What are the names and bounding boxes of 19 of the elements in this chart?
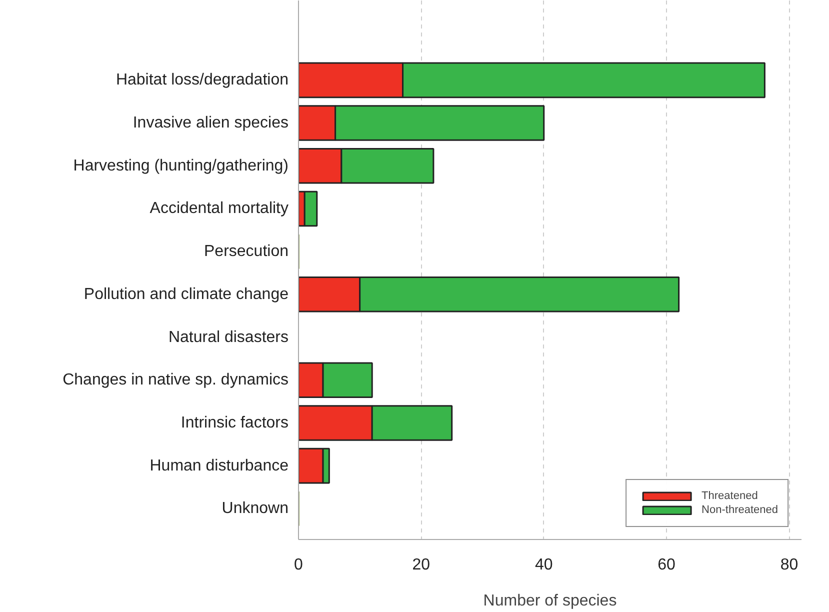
y-tick-label: Changes in native sp. dynamics — [62, 372, 289, 389]
legend-label: Threatened — [702, 490, 758, 502]
x-tick-label: 40 — [534, 556, 553, 574]
y-tick-label: Intrinsic factors — [180, 414, 289, 432]
y-tick-label: Invasive alien species — [132, 114, 288, 132]
x-tick-label: 60 — [658, 556, 676, 574]
y-tick-label: Persecution — [204, 243, 289, 260]
legend-label: Non-threatened — [702, 504, 778, 516]
y-tick-label: Natural disasters — [168, 328, 288, 346]
y-tick-label: Harvesting (hunting/gathering) — [73, 157, 288, 174]
x-axis-title: Number of species — [483, 592, 617, 610]
y-tick-label: Pollution and climate change — [84, 286, 289, 303]
y-tick-label: Human disturbance — [150, 457, 289, 474]
x-tick-label: 20 — [412, 556, 430, 574]
y-tick-label: Habitat loss/degradation — [116, 72, 289, 89]
x-tick-label: 0 — [294, 556, 304, 574]
y-tick-label: Unknown — [222, 500, 288, 518]
x-tick-label: 80 — [780, 556, 798, 574]
y-tick-label: Accidental mortality — [150, 200, 288, 218]
